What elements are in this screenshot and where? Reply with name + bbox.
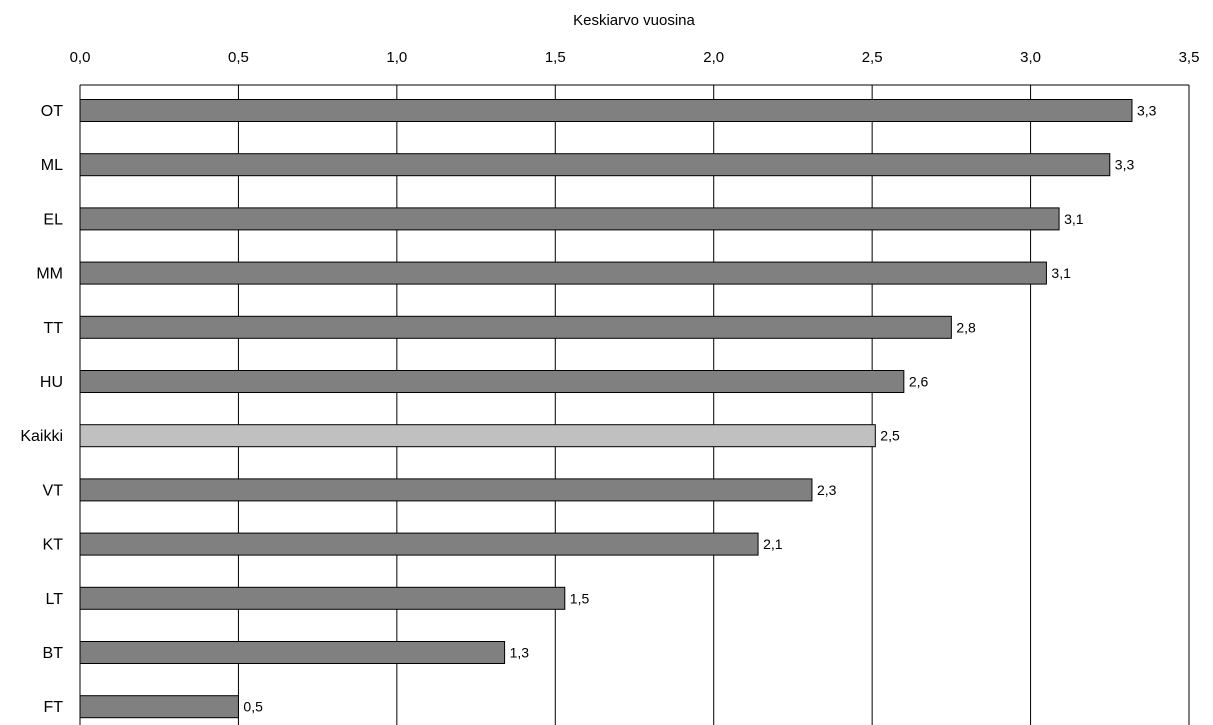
- bars: [79, 99, 1133, 719]
- category-label: BT: [43, 645, 64, 662]
- value-labels: 3,3 3,3 3,1 3,1 2,8 2,6 2,5 2,3 2,1 1,5 1,3 0,5: [243, 103, 1156, 715]
- bar-hu: [79, 370, 905, 393]
- x-tick-label: 0,0: [70, 49, 91, 66]
- category-label: EL: [43, 211, 63, 228]
- x-tick-label: 3,0: [1020, 49, 1041, 66]
- x-tick-label: 1,5: [545, 49, 566, 66]
- category-label: ML: [41, 157, 63, 174]
- bar-lt: [79, 586, 566, 610]
- category-label: LT: [46, 591, 64, 608]
- x-tick-label: 1,0: [386, 49, 407, 66]
- data-label: 1,3: [510, 645, 530, 661]
- data-label: 3,1: [1051, 265, 1071, 281]
- category-label: MM: [36, 266, 63, 283]
- category-labels: OT ML EL MM TT HU Kaikki VT KT LT BT FT: [20, 103, 63, 716]
- category-label: Kaikki: [20, 428, 63, 445]
- data-label: 0,5: [243, 699, 263, 715]
- bar-ft: [79, 695, 239, 719]
- bar-vt: [79, 478, 813, 502]
- bar-el: [79, 207, 1060, 231]
- data-label: 2,5: [880, 428, 900, 444]
- bar-ot: [79, 99, 1133, 122]
- x-axis-title: Keskiarvo vuosina: [573, 12, 695, 29]
- category-label: OT: [41, 103, 63, 120]
- gridlines: [237, 85, 1032, 725]
- category-label: VT: [43, 482, 64, 499]
- category-label: TT: [43, 320, 63, 337]
- x-tick-label: 3,5: [1179, 49, 1200, 66]
- bar-ml: [79, 153, 1111, 177]
- data-label: 3,1: [1064, 211, 1084, 227]
- data-label: 3,3: [1115, 157, 1135, 173]
- data-label: 2,6: [909, 374, 929, 390]
- bar-kaikki: [79, 424, 876, 448]
- x-tick-label: 2,0: [703, 49, 724, 66]
- bar-tt: [79, 315, 952, 339]
- bar-kt: [79, 532, 759, 556]
- category-label: FT: [43, 699, 63, 716]
- data-label: 2,8: [956, 319, 976, 335]
- x-tick-label: 0,5: [228, 49, 249, 66]
- plot-frame: [79, 84, 1190, 725]
- x-tick-label: 2,5: [862, 49, 883, 66]
- x-tick-labels: 0,0 0,5 1,0 1,5 2,0 2,5 3,0 3,5: [70, 49, 1200, 66]
- bar-mm: [79, 261, 1047, 285]
- data-label: 1,5: [570, 590, 590, 606]
- data-label: 2,1: [763, 536, 783, 552]
- category-label: KT: [43, 537, 64, 554]
- data-label: 2,3: [817, 482, 837, 498]
- bar-bt: [79, 641, 506, 664]
- data-label: 3,3: [1137, 103, 1157, 119]
- category-label: HU: [40, 374, 63, 391]
